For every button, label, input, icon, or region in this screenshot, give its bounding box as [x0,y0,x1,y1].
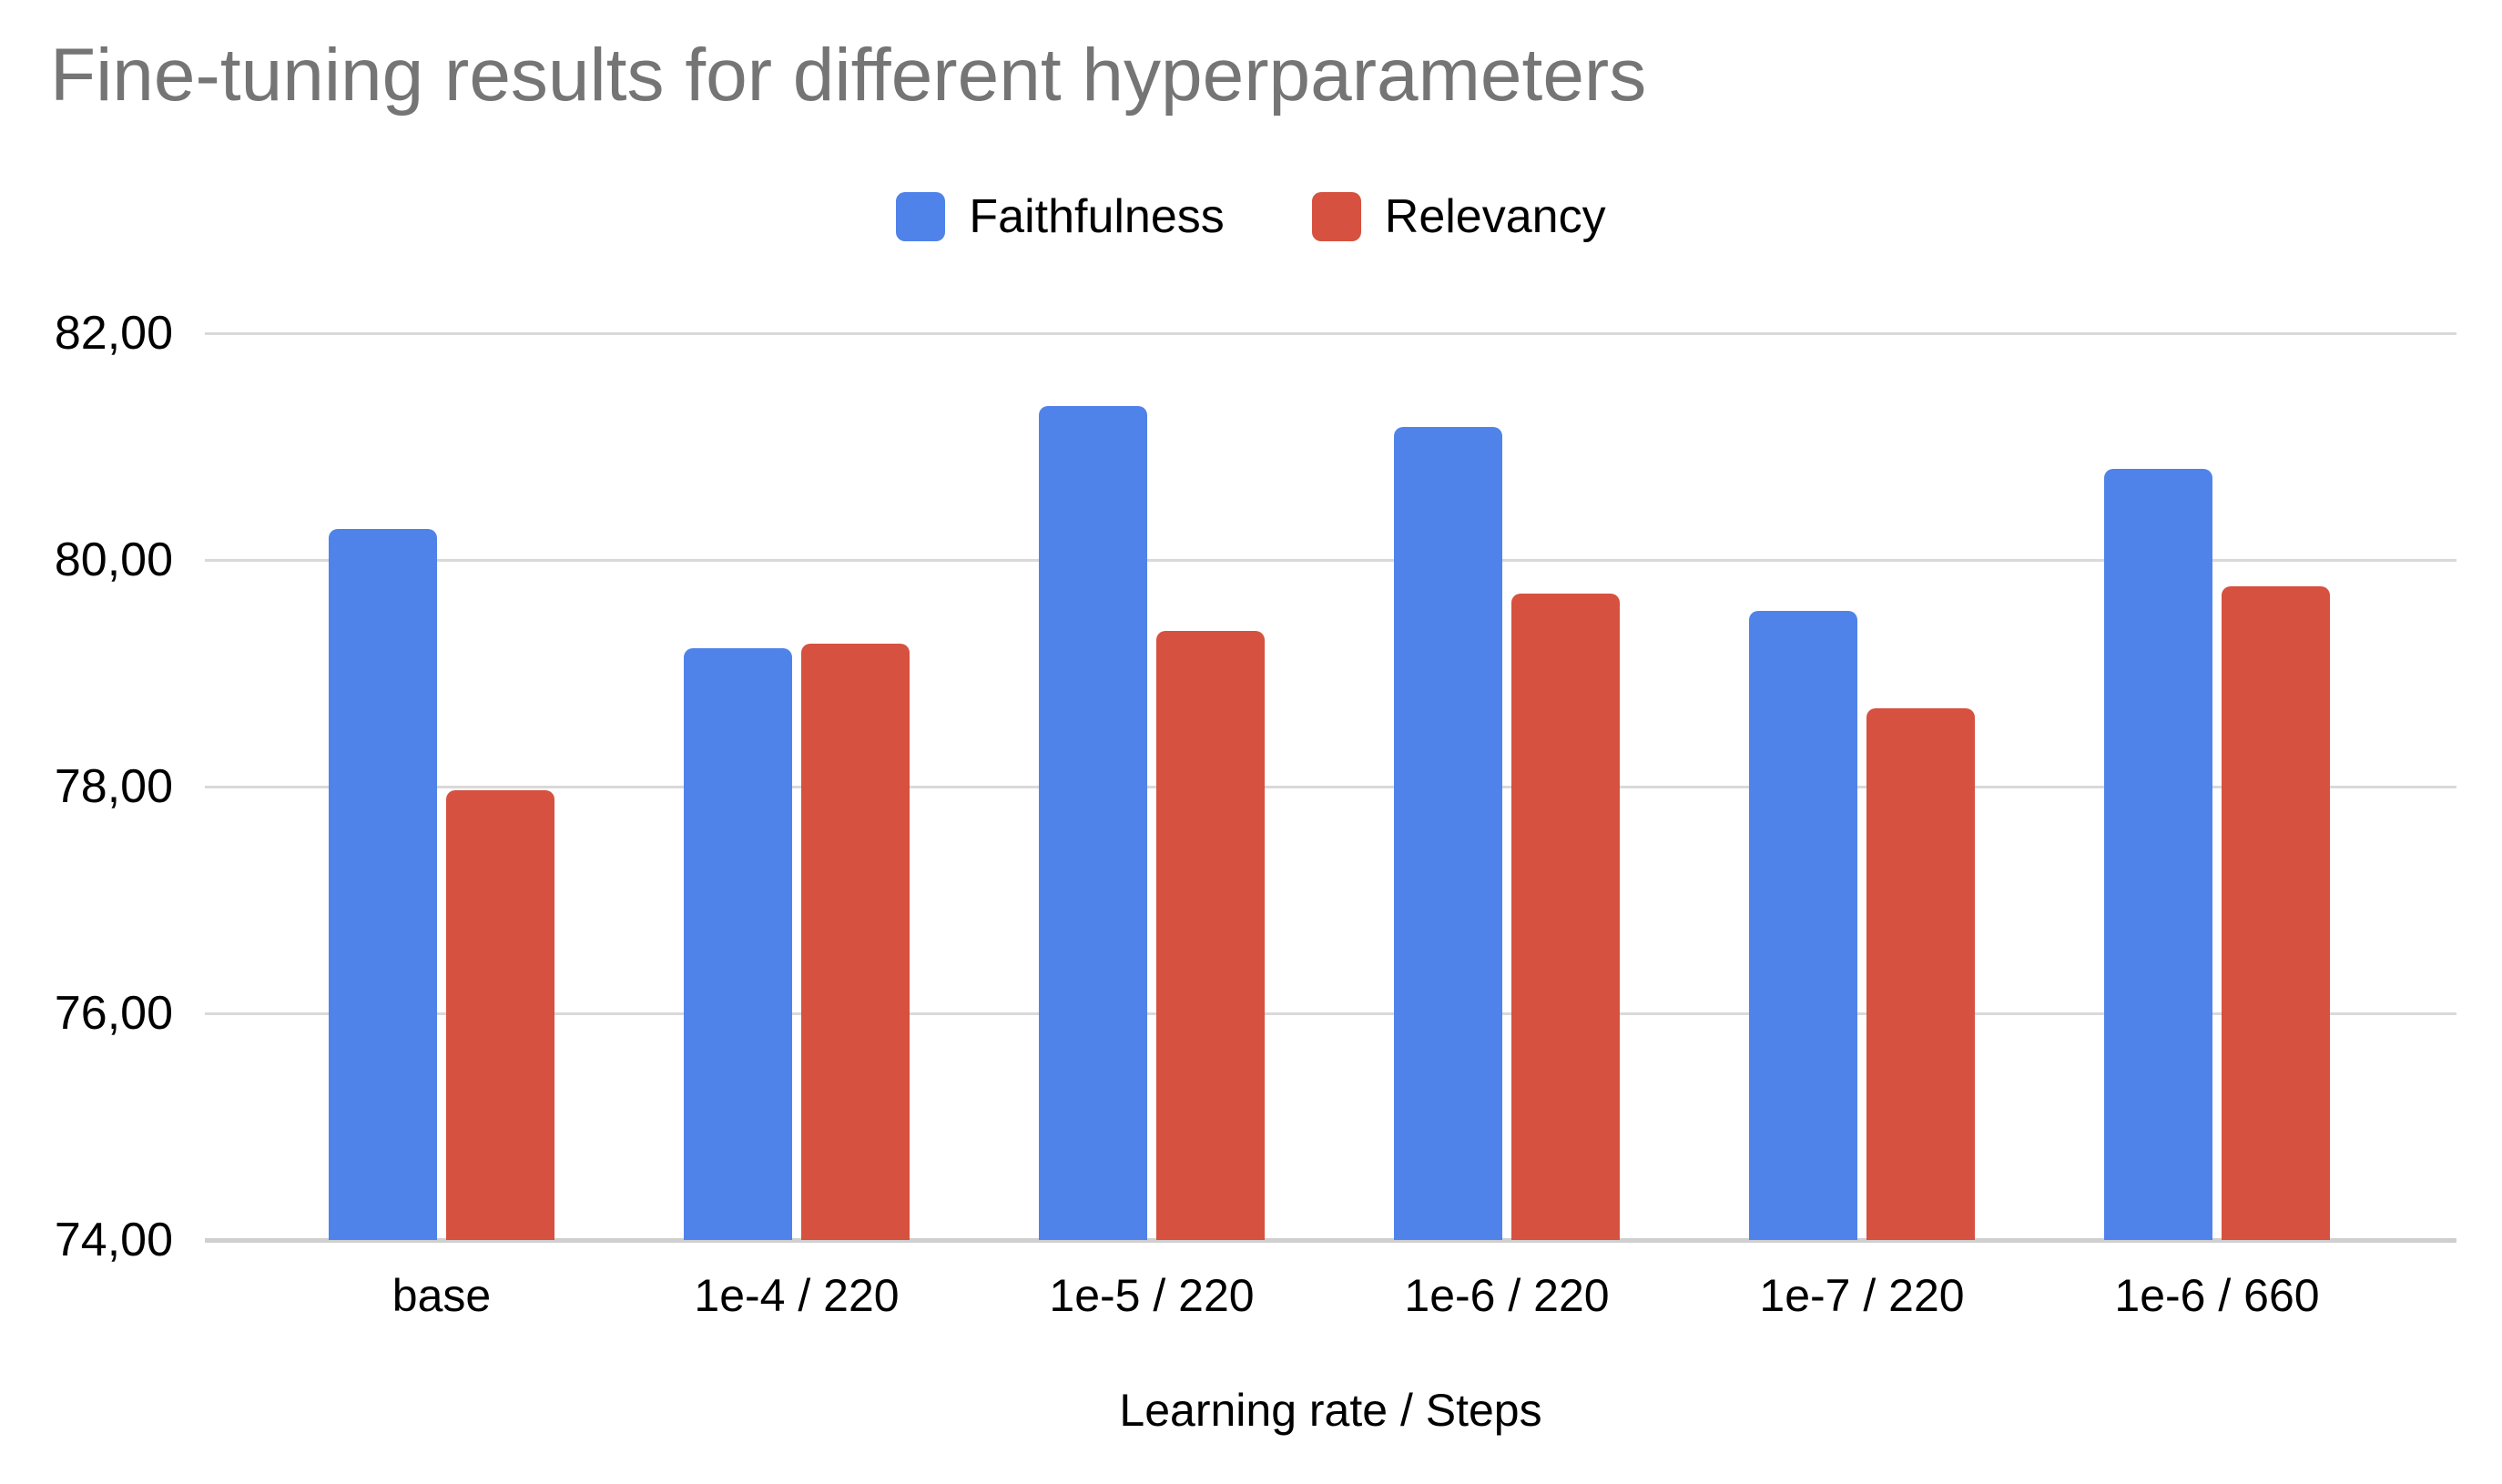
gridline [205,785,2456,788]
bar-relevancy-1e-5-220 [1156,631,1265,1240]
x-tick-label: 1e-4 / 220 [694,1270,900,1321]
x-tick-label: 1e-7 / 220 [1759,1270,1965,1321]
x-tick-label: 1e-5 / 220 [1049,1270,1255,1321]
faithfulness-swatch-icon [896,192,946,241]
bar-relevancy-1e-6-220 [1511,594,1620,1240]
y-tick-label: 82,00 [54,307,173,360]
bar-relevancy-1e-4-220 [801,644,910,1240]
y-tick-label: 76,00 [54,987,173,1040]
plot-area [205,331,2456,1243]
x-tick-label: 1e-6 / 220 [1404,1270,1610,1321]
bar-faithfulness-1e-6-660 [2104,469,2212,1240]
faithfulness-legend-label: Faithfulness [969,190,1225,243]
bar-faithfulness-1e-7-220 [1749,611,1857,1240]
legend-item-faithfulness: Faithfulness [896,189,1225,244]
x-axis-title: Learning rate / Steps [1119,1385,1542,1436]
y-tick-label: 80,00 [54,534,173,586]
bar-relevancy-1e-6-660 [2222,585,2330,1240]
bar-relevancy-base [446,789,554,1240]
legend-item-relevancy: Relevancy [1311,189,1606,244]
x-tick-label: base [392,1270,492,1321]
chart-title: Fine-tuning results for different hyperp… [50,34,1647,117]
y-tick-label: 74,00 [54,1214,173,1266]
gridline [205,558,2456,562]
bar-relevancy-1e-7-220 [1866,708,1975,1240]
y-axis-labels: 82,00 80,00 78,00 76,00 74,00 [0,0,173,1484]
bar-faithfulness-1e-4-220 [684,648,792,1240]
bar-faithfulness-base [329,529,437,1240]
bar-faithfulness-1e-6-220 [1394,427,1502,1240]
relevancy-legend-label: Relevancy [1384,190,1606,243]
gridline [205,331,2456,335]
x-axis-labels: base 1e-4 / 220 1e-5 / 220 1e-6 / 220 1e-7 /… [205,1267,2456,1331]
bar-faithfulness-1e-5-220 [1039,405,1147,1240]
y-tick-label: 78,00 [54,760,173,813]
legend: Faithfulness Relevancy [0,189,2502,244]
x-axis-line [205,1238,2456,1243]
gridline [205,1011,2456,1015]
relevancy-swatch-icon [1311,192,1361,241]
x-tick-label: 1e-6 / 660 [2114,1270,2320,1321]
